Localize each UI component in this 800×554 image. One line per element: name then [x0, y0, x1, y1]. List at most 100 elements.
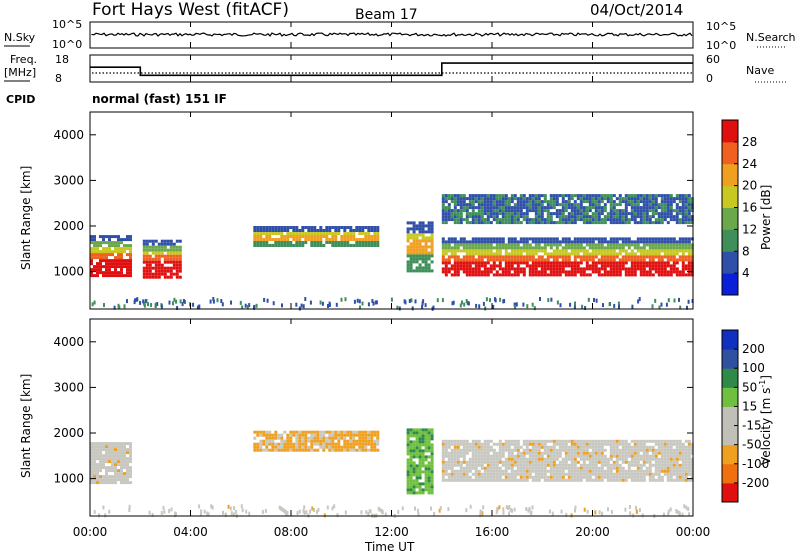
heatmap-cell	[480, 261, 484, 265]
heatmap-cell	[558, 270, 562, 274]
heatmap-cell	[418, 476, 422, 480]
heatmap-cell	[514, 304, 516, 309]
heatmap-cell	[444, 454, 448, 458]
heatmap-cell	[552, 457, 556, 461]
heatmap-cell	[474, 448, 478, 452]
heatmap-cell	[256, 235, 260, 238]
heatmap-cell	[534, 194, 538, 198]
heatmap-cell	[669, 457, 673, 461]
heatmap-cell	[569, 302, 572, 307]
heatmap-cell	[525, 218, 529, 222]
heatmap-cell	[129, 460, 132, 464]
heatmap-cell	[120, 457, 123, 461]
heatmap-cell	[510, 273, 514, 277]
heatmap-cell	[588, 264, 592, 268]
heatmap-cell	[642, 270, 646, 274]
heatmap-cell	[630, 203, 634, 207]
heatmap-cell	[642, 209, 646, 213]
heatmap-cell	[256, 433, 260, 437]
heatmap-cell	[639, 466, 643, 470]
heatmap-cell	[522, 302, 525, 307]
heatmap-cell	[573, 249, 577, 253]
heatmap-cell	[633, 200, 637, 204]
heatmap-cell	[558, 243, 562, 247]
heatmap-cell	[648, 197, 652, 201]
heatmap-cell	[540, 206, 544, 210]
heatmap-cell	[462, 206, 466, 210]
heatmap-cell	[444, 197, 448, 201]
heatmap-cell	[573, 206, 577, 210]
heatmap-cell	[525, 249, 529, 253]
heatmap-cell	[582, 442, 586, 446]
heatmap-cell	[412, 260, 416, 264]
heatmap-cell	[483, 475, 487, 479]
heatmap-cell	[504, 209, 508, 213]
heatmap-cell	[657, 264, 661, 268]
heatmap-cell	[160, 248, 164, 252]
heatmap-cell	[642, 252, 646, 256]
heatmap-cell	[316, 439, 320, 443]
heatmap-cell	[178, 248, 182, 252]
heatmap-cell	[540, 442, 544, 446]
heatmap-cell	[624, 200, 628, 204]
heatmap-cell	[687, 212, 691, 216]
heatmap-cell	[561, 466, 565, 470]
heatmap-cell	[335, 302, 338, 307]
heatmap-cell	[603, 475, 607, 479]
heatmap-cell	[409, 440, 413, 444]
heatmap-cell	[660, 469, 664, 473]
heatmap-cell	[528, 439, 532, 443]
heatmap-cell	[549, 439, 553, 443]
heatmap-cell	[648, 469, 652, 473]
heatmap-cell	[234, 509, 237, 514]
heatmap-cell	[328, 433, 332, 437]
heatmap-cell	[102, 265, 105, 269]
heatmap-cell	[105, 448, 108, 452]
heatmap-cell	[615, 445, 619, 449]
heatmap-cell	[154, 245, 158, 249]
heatmap-cell	[537, 237, 541, 241]
heatmap-cell	[427, 455, 431, 459]
heatmap-cell	[298, 232, 302, 235]
heatmap-cell	[474, 194, 478, 198]
heatmap-cell	[666, 439, 670, 443]
heatmap-cell	[175, 266, 179, 270]
heatmap-cell	[681, 252, 685, 256]
heatmap-cell	[594, 237, 598, 241]
heatmap-cell	[579, 261, 583, 265]
heatmap-cell	[636, 203, 640, 207]
heatmap-cell	[349, 226, 353, 229]
heatmap-cell	[504, 252, 508, 256]
heatmap-cell	[456, 451, 460, 455]
heatmap-cell	[430, 437, 434, 441]
heatmap-cell	[600, 457, 604, 461]
heatmap-cell	[465, 439, 469, 443]
y-tick-label: 4000	[53, 335, 84, 349]
heatmap-cell	[415, 239, 419, 243]
heatmap-cell	[573, 475, 577, 479]
heatmap-cell	[600, 463, 604, 467]
heatmap-cell	[415, 248, 419, 252]
heatmap-cell	[660, 273, 664, 277]
heatmap-cell	[489, 243, 493, 247]
heatmap-cell	[337, 430, 341, 434]
heatmap-cell	[528, 506, 531, 511]
heatmap-cell	[573, 200, 577, 204]
heatmap-cell	[582, 267, 586, 271]
heatmap-cell	[609, 273, 613, 277]
heatmap-cell	[591, 206, 595, 210]
heatmap-cell	[422, 299, 425, 304]
heatmap-cell	[477, 212, 481, 216]
heatmap-cell	[525, 472, 529, 476]
heatmap-cell	[546, 439, 550, 443]
heatmap-cell	[172, 266, 176, 270]
heatmap-cell	[600, 273, 604, 277]
heatmap-cell	[421, 452, 425, 456]
heatmap-cell	[666, 197, 670, 201]
heatmap-cell	[657, 451, 661, 455]
heatmap-cell	[645, 472, 649, 476]
heatmap-cell	[462, 439, 466, 443]
heatmap-cell	[537, 255, 541, 259]
heatmap-cell	[406, 458, 410, 462]
heatmap-cell	[576, 261, 580, 265]
